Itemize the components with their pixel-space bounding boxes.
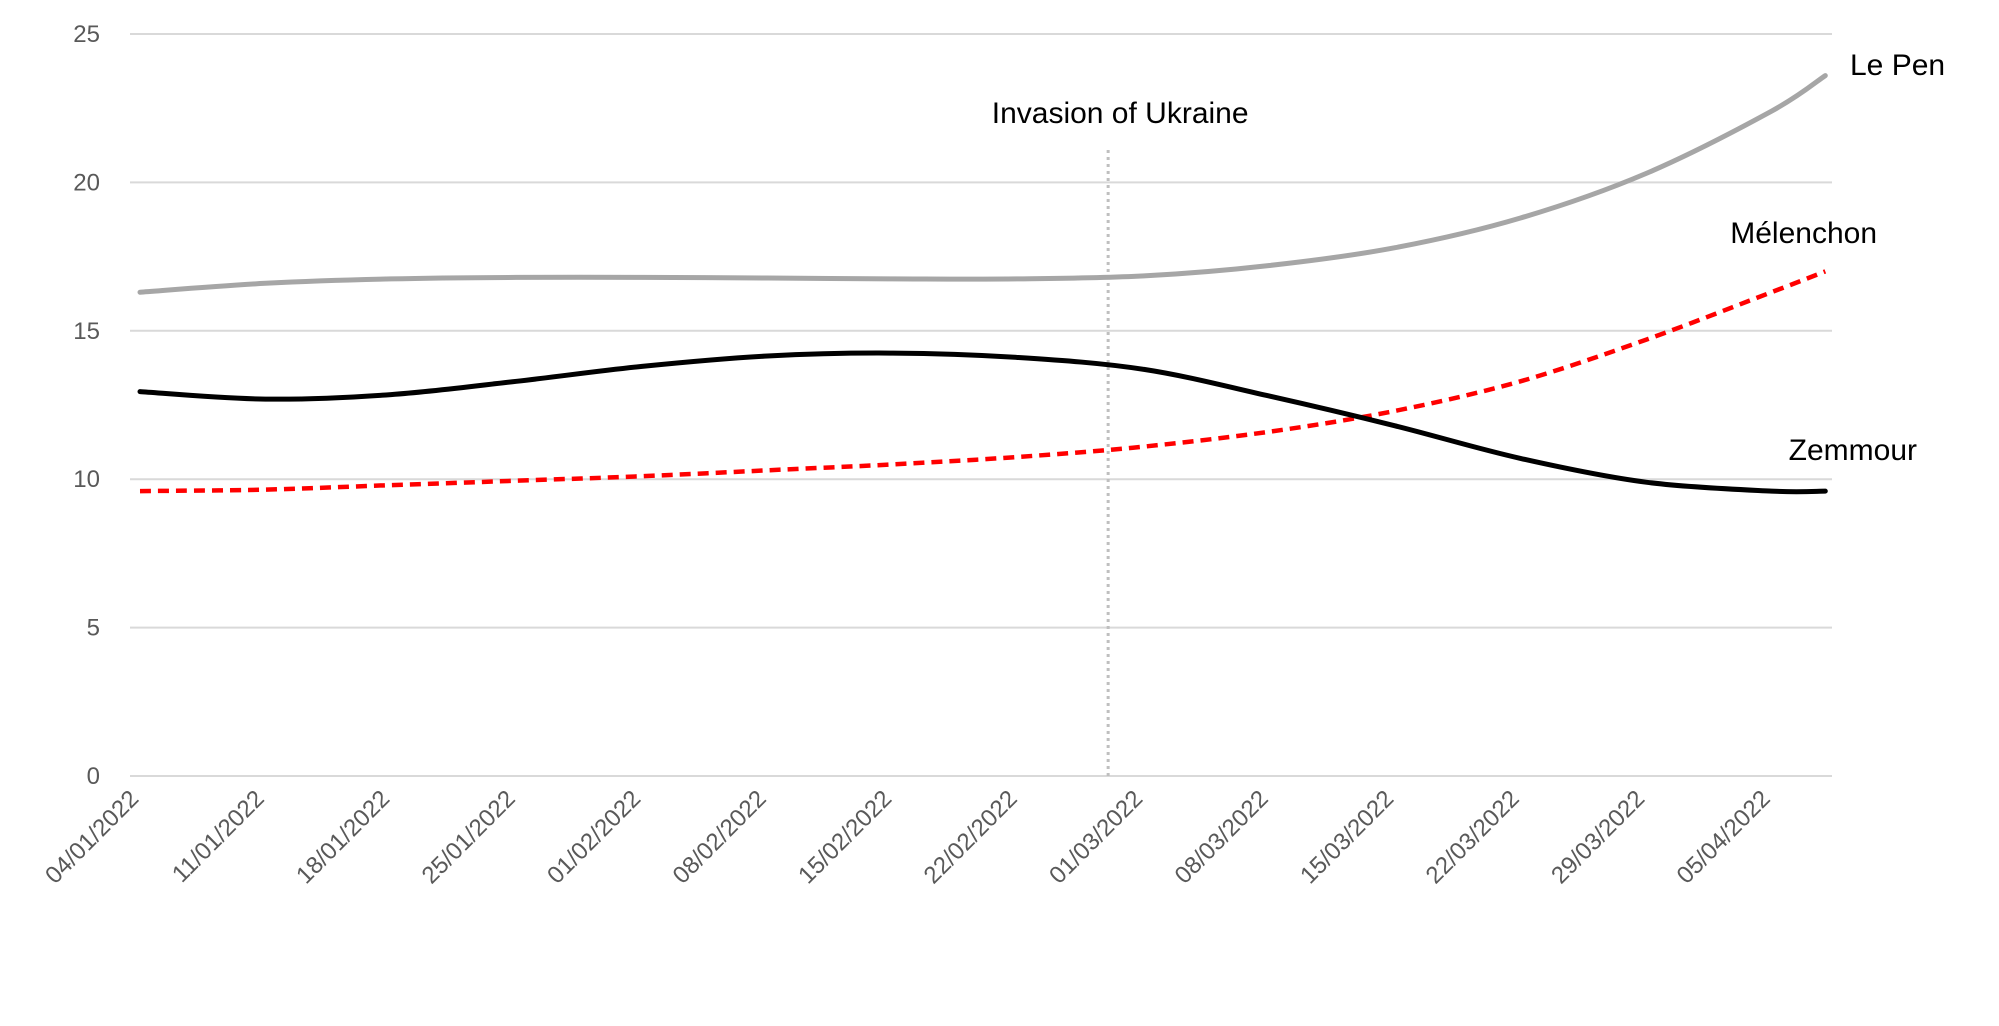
- y-tick-label: 0: [87, 763, 100, 790]
- series-layer: [137, 73, 1828, 495]
- x-tick-label: 15/02/2022: [793, 785, 897, 889]
- x-axis-ticks: 04/01/2022 11/01/2022 18/01/2022 25/01/2022…: [40, 785, 1776, 889]
- y-tick-label: 15: [73, 318, 100, 345]
- x-tick-label: 11/01/2022: [167, 785, 270, 888]
- x-tick-label: 05/04/2022: [1672, 785, 1776, 889]
- x-tick-label: 08/02/2022: [668, 785, 772, 889]
- series-labels: Le Pen Mélenchon Zemmour: [1730, 49, 1945, 467]
- series-label-zemmour: Zemmour: [1789, 434, 1917, 467]
- series-label-le-pen: Le Pen: [1850, 49, 1945, 82]
- series-label-melenchon: Mélenchon: [1730, 217, 1877, 250]
- x-tick-label: 25/01/2022: [417, 785, 521, 889]
- x-tick-label: 08/03/2022: [1170, 785, 1274, 889]
- x-tick-label: 18/01/2022: [291, 785, 395, 889]
- y-tick-label: 20: [73, 169, 100, 196]
- y-tick-label: 25: [73, 21, 100, 48]
- x-tick-label: 22/03/2022: [1421, 785, 1525, 889]
- annotation-label: Invasion of Ukraine: [992, 97, 1249, 130]
- y-tick-label: 10: [73, 466, 100, 493]
- y-tick-label: 5: [87, 615, 100, 642]
- x-tick-label: 15/03/2022: [1295, 785, 1399, 889]
- y-axis-ticks: 0 5 10 15 20 25: [73, 21, 100, 790]
- x-tick-label: 01/02/2022: [542, 785, 646, 889]
- x-tick-label: 01/03/2022: [1044, 785, 1148, 889]
- annotation-layer: Invasion of Ukraine: [992, 97, 1249, 776]
- series-line-le-pen: [137, 73, 1828, 295]
- series-line-melenchon: [139, 269, 1827, 494]
- gridlines: [130, 33, 1832, 777]
- series-line-zemmour: [137, 350, 1828, 495]
- x-tick-label: 22/02/2022: [919, 785, 1023, 889]
- x-tick-label: 29/03/2022: [1546, 785, 1650, 889]
- x-tick-label: 04/01/2022: [40, 785, 144, 889]
